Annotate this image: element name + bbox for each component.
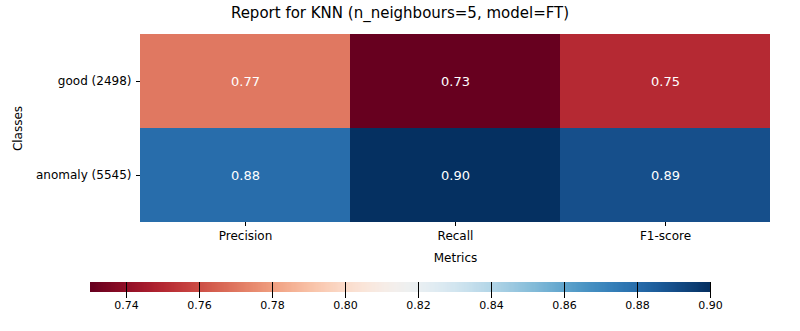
svg-text:F1-score: F1-score — [640, 229, 691, 243]
svg-text:good (2498): good (2498) — [58, 74, 132, 88]
svg-text:Metrics: Metrics — [434, 251, 478, 265]
svg-text:0.75: 0.75 — [651, 74, 680, 89]
svg-text:Precision: Precision — [219, 229, 273, 243]
svg-text:Classes: Classes — [11, 106, 25, 151]
svg-text:0.76: 0.76 — [187, 299, 212, 312]
svg-text:0.90: 0.90 — [698, 299, 723, 312]
svg-text:0.80: 0.80 — [333, 299, 358, 312]
svg-text:0.86: 0.86 — [552, 299, 577, 312]
svg-text:0.89: 0.89 — [651, 168, 680, 183]
svg-text:0.82: 0.82 — [406, 299, 431, 312]
svg-text:anomaly (5545): anomaly (5545) — [36, 168, 132, 182]
svg-text:0.84: 0.84 — [479, 299, 504, 312]
svg-text:0.90: 0.90 — [441, 168, 470, 183]
svg-text:0.77: 0.77 — [231, 74, 260, 89]
svg-text:0.73: 0.73 — [441, 74, 470, 89]
svg-text:Recall: Recall — [438, 229, 474, 243]
html-text:Report for KNN (n_neighbours=5: Report for KNN (n_neighbours=5, model=FT… — [230, 4, 570, 22]
svg-text:0.88: 0.88 — [231, 168, 260, 183]
svg-text:0.88: 0.88 — [625, 299, 650, 312]
svg-text:0.74: 0.74 — [114, 299, 139, 312]
svg-text:0.78: 0.78 — [260, 299, 285, 312]
